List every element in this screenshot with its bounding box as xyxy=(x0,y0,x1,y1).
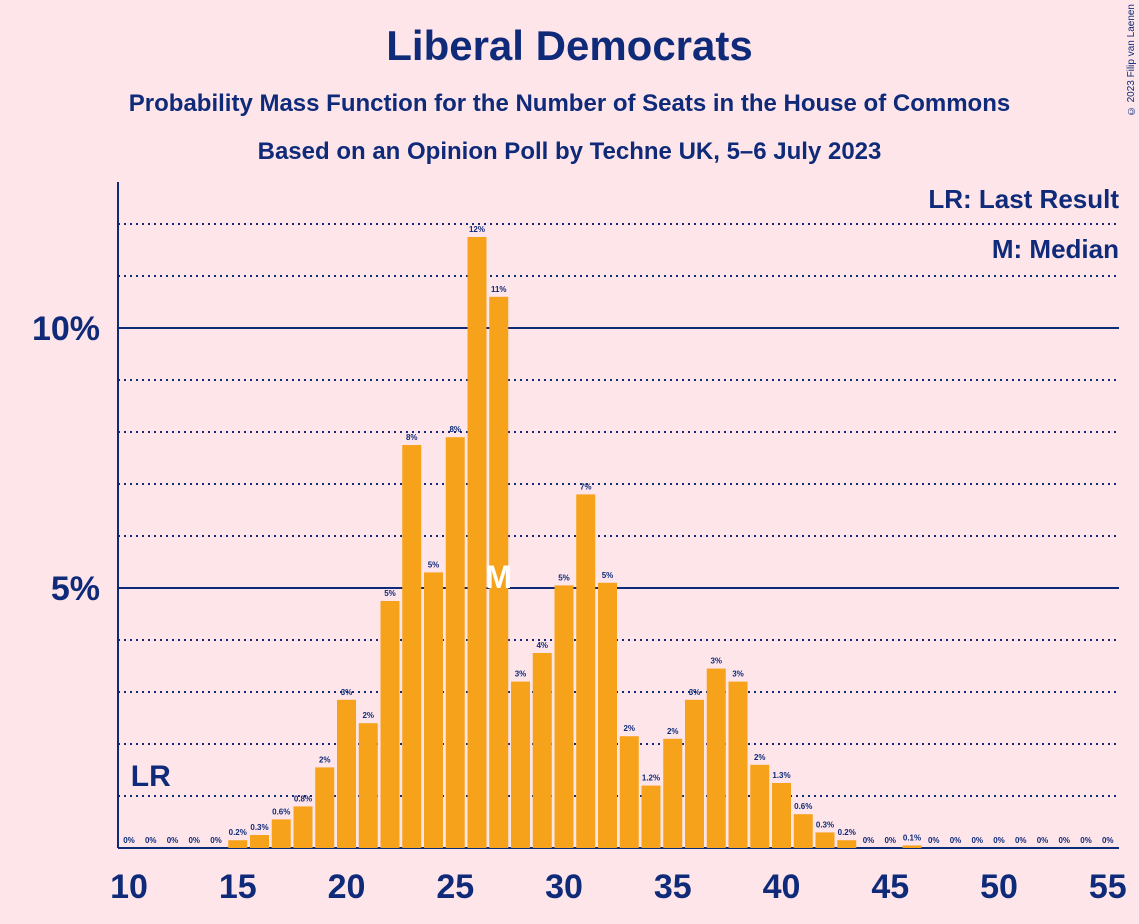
data-label: 2% xyxy=(623,724,635,733)
data-label: 3% xyxy=(515,670,527,679)
bar xyxy=(402,445,422,848)
data-label: 3% xyxy=(689,688,701,697)
bar xyxy=(685,699,704,848)
x-tick-label: 20 xyxy=(328,868,366,906)
data-label: 0.2% xyxy=(229,828,247,837)
x-tick-label: 25 xyxy=(436,868,474,906)
median-marker: M xyxy=(485,559,512,595)
data-label: 0.3% xyxy=(816,820,834,829)
data-label: 0% xyxy=(167,836,179,845)
data-label: 0% xyxy=(928,836,940,845)
bar xyxy=(250,835,269,848)
x-tick-label: 35 xyxy=(654,868,692,906)
data-label: 0% xyxy=(145,836,157,845)
data-label: 0% xyxy=(1058,836,1070,845)
data-label: 5% xyxy=(602,571,614,580)
data-label: 0% xyxy=(884,836,896,845)
data-label: 0.6% xyxy=(272,807,290,816)
data-label: 8% xyxy=(406,433,418,442)
data-label: 2% xyxy=(362,711,374,720)
legend-last-result: LR: Last Result xyxy=(928,184,1119,214)
data-label: 2% xyxy=(667,727,679,736)
data-label: 0% xyxy=(210,836,222,845)
data-label: 0.3% xyxy=(250,823,268,832)
bar xyxy=(337,699,356,848)
bar xyxy=(837,840,857,848)
bar xyxy=(532,653,552,848)
bar xyxy=(772,783,791,848)
bar xyxy=(750,764,770,848)
x-tick-label: 55 xyxy=(1089,868,1127,906)
bar xyxy=(619,736,639,848)
bar xyxy=(228,840,248,848)
bar xyxy=(902,845,922,848)
data-label: 3% xyxy=(341,688,353,697)
data-label: 0% xyxy=(1080,836,1092,845)
bar xyxy=(489,296,509,848)
data-label: 5% xyxy=(558,573,570,582)
data-label: 3% xyxy=(710,657,722,666)
x-tick-label: 40 xyxy=(763,868,801,906)
data-label: 4% xyxy=(536,641,548,650)
legend-median: M: Median xyxy=(991,234,1119,264)
data-label: 1.3% xyxy=(772,771,790,780)
bar xyxy=(358,723,378,848)
data-label: 5% xyxy=(384,589,396,598)
chart-source: Based on an Opinion Poll by Techne UK, 5… xyxy=(257,138,882,165)
data-label: 0% xyxy=(123,836,135,845)
data-label: 1.2% xyxy=(642,774,660,783)
chart-subtitle: Probability Mass Function for the Number… xyxy=(128,90,1011,117)
data-label: 0% xyxy=(950,836,962,845)
bar xyxy=(293,806,313,848)
bar xyxy=(576,494,596,848)
data-label: 0% xyxy=(1102,836,1114,845)
data-label: 12% xyxy=(469,225,485,234)
x-tick-label: 15 xyxy=(219,868,257,906)
data-label: 3% xyxy=(732,670,744,679)
data-label: 7% xyxy=(580,482,592,491)
data-label: 2% xyxy=(754,753,766,762)
x-tick-label: 30 xyxy=(545,868,583,906)
chart-title: Liberal Democrats xyxy=(386,22,753,69)
bar xyxy=(315,767,335,848)
data-label: 0.1% xyxy=(903,833,921,842)
bar xyxy=(424,572,443,848)
bar xyxy=(511,681,530,848)
data-label: 0% xyxy=(1037,836,1049,845)
bar xyxy=(467,237,487,848)
x-tick-label: 50 xyxy=(980,868,1018,906)
bar xyxy=(793,814,813,848)
data-label: 0% xyxy=(971,836,983,845)
last-result-marker: LR xyxy=(131,760,171,793)
data-label: 0% xyxy=(188,836,200,845)
bar xyxy=(663,738,683,848)
x-tick-label: 10 xyxy=(110,868,148,906)
bar xyxy=(815,832,835,848)
bar xyxy=(271,819,291,848)
y-tick-label: 5% xyxy=(51,570,100,608)
data-label: 0% xyxy=(1015,836,1027,845)
data-label: 0% xyxy=(863,836,875,845)
bar xyxy=(728,681,748,848)
data-label: 0.6% xyxy=(794,802,812,811)
data-label: 5% xyxy=(428,560,440,569)
data-label: 0.2% xyxy=(838,828,856,837)
y-tick-label: 10% xyxy=(32,310,100,348)
bar xyxy=(554,585,574,848)
x-tick-label: 45 xyxy=(871,868,909,906)
bar xyxy=(641,785,661,848)
data-label: 0% xyxy=(993,836,1005,845)
bar xyxy=(598,582,617,848)
bar xyxy=(706,668,726,848)
data-label: 11% xyxy=(491,285,507,294)
bar xyxy=(380,601,400,848)
data-label: 2% xyxy=(319,755,331,764)
data-label: 0.8% xyxy=(294,794,312,803)
data-label: 8% xyxy=(449,425,461,434)
bar xyxy=(445,437,465,848)
